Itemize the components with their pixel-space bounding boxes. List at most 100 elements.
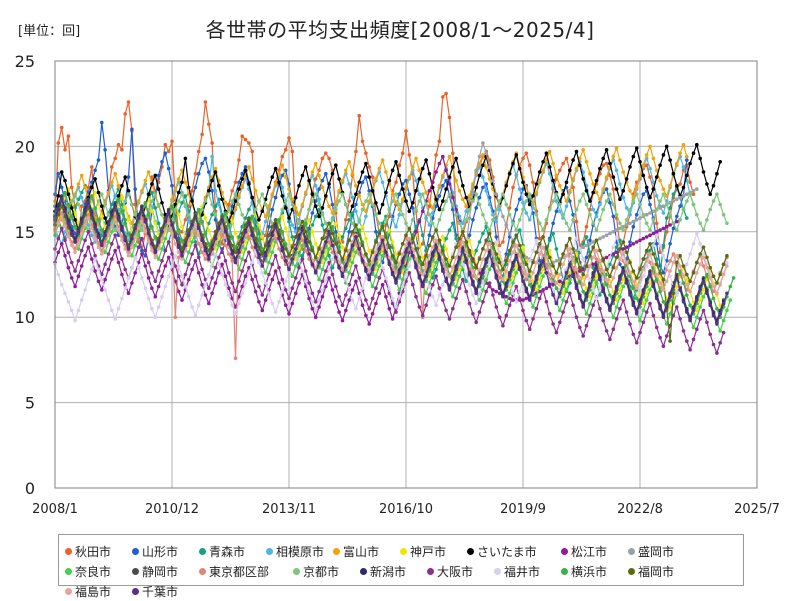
- data-point: [427, 293, 432, 297]
- data-point: [644, 310, 649, 314]
- data-point: [481, 153, 485, 157]
- data-point: [237, 202, 241, 207]
- data-point: [594, 238, 599, 243]
- data-point: [581, 245, 585, 249]
- legend-label: 京都市: [303, 564, 340, 579]
- data-point: [705, 182, 709, 186]
- data-point: [578, 199, 582, 203]
- legend-item: 富山市: [333, 541, 400, 561]
- data-point: [96, 190, 101, 195]
- data-point: [427, 223, 432, 227]
- data-point: [130, 127, 134, 132]
- data-point: [561, 252, 565, 256]
- data-point: [437, 238, 442, 243]
- data-point: [721, 330, 726, 335]
- data-point: [611, 214, 616, 219]
- data-point: [474, 168, 479, 173]
- data-point: [654, 233, 659, 237]
- data-point: [464, 218, 469, 222]
- data-point: [327, 247, 331, 251]
- data-point: [514, 300, 519, 304]
- data-point: [504, 269, 509, 273]
- data-point: [511, 221, 515, 226]
- data-point: [63, 253, 67, 258]
- legend-marker: [628, 567, 635, 575]
- data-point: [661, 153, 666, 157]
- data-point: [163, 236, 168, 241]
- data-point: [76, 182, 81, 186]
- data-point: [467, 194, 472, 198]
- data-point: [491, 242, 495, 246]
- data-point: [273, 182, 278, 186]
- data-point: [390, 264, 395, 268]
- legend-label: 静岡市: [142, 564, 179, 579]
- data-point: [531, 202, 535, 207]
- data-point: [517, 253, 522, 258]
- data-point: [176, 264, 181, 268]
- data-point: [100, 228, 104, 232]
- data-point: [668, 269, 672, 273]
- data-point: [340, 257, 345, 261]
- data-point: [59, 185, 64, 190]
- data-point: [334, 255, 338, 260]
- data-point: [554, 199, 559, 203]
- data-point: [103, 202, 107, 207]
- data-point: [574, 315, 579, 320]
- data-point: [531, 260, 535, 265]
- data-point: [313, 177, 318, 181]
- data-point: [658, 306, 662, 311]
- data-point: [59, 125, 64, 130]
- data-point: [608, 337, 612, 342]
- data-point: [277, 180, 281, 185]
- data-point: [163, 284, 168, 289]
- data-point: [464, 250, 469, 255]
- data-point: [160, 160, 164, 164]
- data-point: [207, 286, 211, 291]
- data-point: [631, 279, 636, 284]
- data-point: [664, 144, 669, 149]
- data-point: [628, 221, 632, 226]
- data-point: [113, 233, 117, 237]
- data-point: [267, 212, 271, 217]
- data-point: [678, 288, 682, 292]
- data-point: [267, 272, 271, 277]
- data-point: [715, 351, 719, 355]
- data-point: [685, 262, 689, 267]
- data-point: [350, 243, 355, 248]
- data-point: [554, 209, 559, 214]
- data-point: [638, 318, 642, 323]
- legend-item: 松江市: [561, 541, 628, 561]
- data-point: [451, 151, 455, 155]
- data-point: [407, 236, 412, 241]
- data-point: [334, 221, 338, 226]
- data-point: [678, 204, 682, 208]
- data-point: [200, 207, 204, 212]
- series-大阪市: [53, 226, 726, 355]
- data-point: [350, 230, 355, 234]
- data-point: [481, 271, 485, 275]
- data-point: [103, 216, 107, 220]
- data-point: [481, 300, 485, 304]
- data-point: [644, 248, 649, 253]
- data-point: [484, 221, 489, 226]
- data-point: [521, 180, 525, 185]
- data-point: [628, 271, 632, 275]
- data-point: [223, 274, 228, 279]
- data-point: [451, 306, 455, 311]
- data-point: [648, 228, 652, 232]
- data-point: [140, 276, 144, 280]
- data-point: [176, 245, 181, 249]
- data-point: [634, 212, 639, 217]
- data-point: [56, 272, 61, 277]
- data-point: [634, 192, 639, 196]
- data-point: [273, 269, 278, 273]
- data-point: [143, 286, 148, 291]
- legend-label: 福井市: [504, 564, 541, 579]
- data-point: [367, 277, 372, 282]
- data-point: [588, 313, 592, 318]
- data-point: [537, 236, 542, 241]
- data-point: [691, 242, 696, 246]
- data-point: [79, 298, 84, 302]
- data-point: [668, 212, 672, 217]
- data-point: [327, 231, 331, 236]
